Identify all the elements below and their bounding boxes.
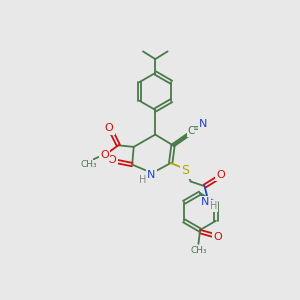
- Text: N: N: [147, 169, 156, 180]
- Text: CH₃: CH₃: [190, 246, 207, 255]
- Text: N: N: [199, 119, 207, 129]
- Text: O: O: [213, 232, 222, 242]
- Text: S: S: [181, 164, 189, 177]
- Text: H: H: [210, 201, 218, 211]
- Text: O: O: [108, 155, 116, 165]
- Text: N: N: [201, 197, 209, 207]
- Text: O: O: [100, 150, 109, 160]
- Text: O: O: [105, 123, 113, 134]
- Text: ≡: ≡: [193, 123, 201, 133]
- Text: H: H: [139, 175, 147, 185]
- Text: O: O: [216, 170, 225, 180]
- Text: C: C: [188, 126, 195, 136]
- Text: CH₃: CH₃: [81, 160, 98, 169]
